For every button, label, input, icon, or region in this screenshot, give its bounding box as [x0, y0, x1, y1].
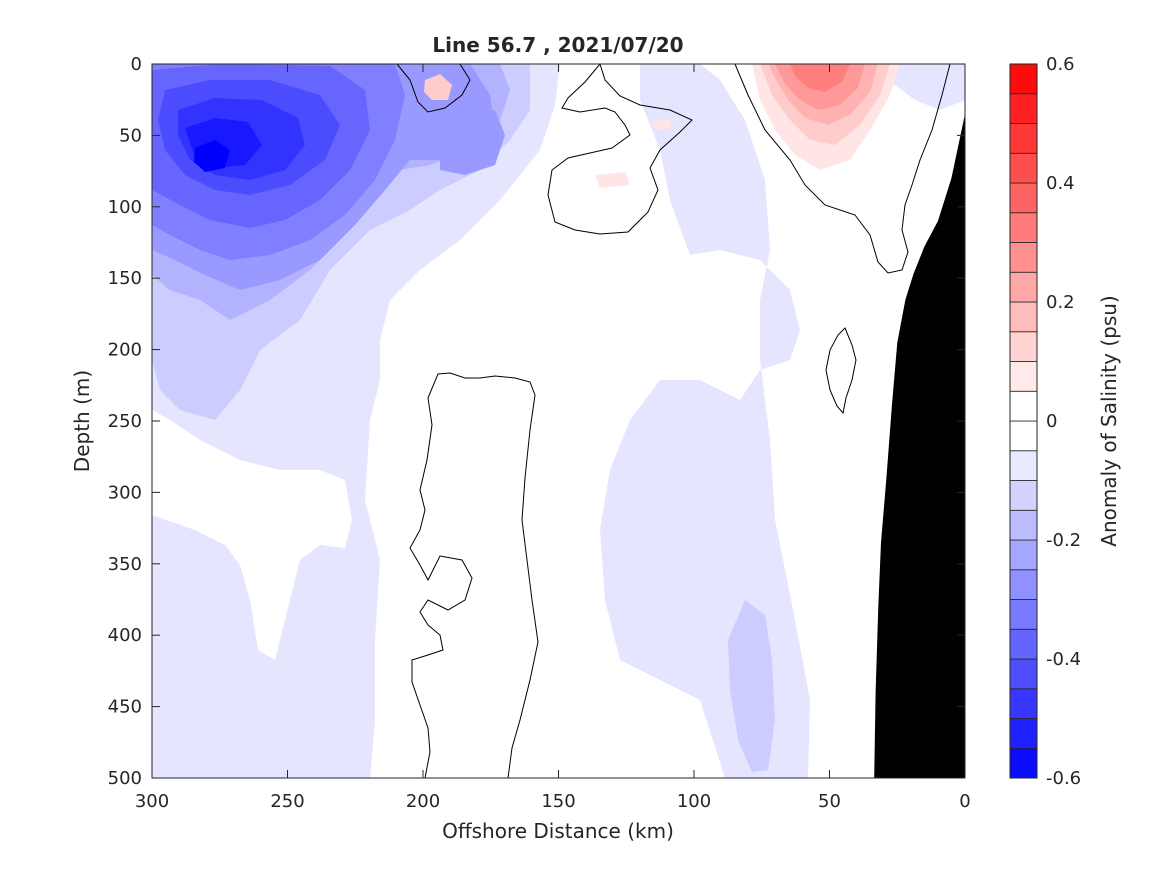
zero-island-west [152, 410, 352, 660]
x-tick-label: 150 [541, 791, 575, 812]
colorbar-segment [1009, 628, 1038, 660]
y-tick-label: 0 [131, 54, 142, 75]
colorbar-segment [1009, 152, 1038, 184]
x-tick-label: 300 [135, 791, 169, 812]
anomaly-fill-positive [424, 64, 900, 188]
colorbar-tick-label: 0 [1046, 411, 1057, 432]
y-tick-label: 150 [108, 268, 142, 289]
zero-contour-small-east [825, 327, 857, 415]
x-tick-label: 100 [677, 791, 711, 812]
neg-015-deep-lens [728, 600, 775, 772]
zero-contours [396, 64, 951, 778]
y-axis: 0 50 100 150 200 250 300 350 400 450 500 [108, 54, 965, 789]
pos-015-small-north [424, 74, 452, 100]
neg-025-east-lens [440, 110, 505, 175]
colorbar-segment [1009, 539, 1038, 571]
y-tick-label: 400 [108, 625, 142, 646]
colorbar-segment [1009, 63, 1038, 95]
x-axis: 300 250 200 150 100 50 0 [135, 64, 971, 812]
zero-contour-deep-column [409, 372, 539, 778]
y-tick-label: 300 [108, 482, 142, 503]
colorbar-segment [1009, 242, 1038, 273]
y-tick-label: 500 [108, 768, 142, 789]
colorbar-tick-label: -0.4 [1046, 649, 1081, 670]
y-tick-label: 200 [108, 340, 142, 361]
colorbar-segment [1009, 212, 1038, 243]
y-tick-label: 350 [108, 554, 142, 575]
colorbar-frame [1009, 63, 1038, 779]
x-tick-label: 250 [270, 791, 304, 812]
colorbar-segment [1009, 93, 1038, 124]
bathymetry-seafloor [874, 64, 965, 778]
colorbar: -0.6 -0.4 -0.2 0 0.2 0.4 0.6 [1009, 54, 1081, 789]
colorbar-segment [1009, 331, 1038, 362]
zero-contour-east [734, 64, 951, 274]
y-axis-label: Depth (m) [70, 370, 94, 472]
x-axis-label: Offshore Distance (km) [442, 819, 674, 843]
colorbar-segment [1009, 420, 1038, 452]
colorbar-tick-label: 0.6 [1046, 54, 1075, 75]
colorbar-segment [1009, 599, 1038, 630]
pos-025-region [790, 64, 850, 92]
y-tick-label: 450 [108, 697, 142, 718]
colorbar-tick-label: -0.2 [1046, 530, 1081, 551]
colorbar-segment [1009, 361, 1038, 392]
y-tick-label: 100 [108, 197, 142, 218]
colorbar-tick-label: -0.6 [1046, 768, 1081, 789]
colorbar-segment [1009, 688, 1038, 719]
colorbar-segment [1009, 182, 1038, 214]
colorbar-segment [1009, 271, 1038, 303]
x-tick-label: 50 [818, 791, 841, 812]
colorbar-segment [1009, 450, 1038, 481]
colorbar-segment [1009, 718, 1038, 749]
colorbar-segment [1009, 509, 1038, 541]
y-tick-label: 250 [108, 411, 142, 432]
colorbar-label: Anomaly of Salinity (psu) [1097, 295, 1121, 546]
colorbar-segment [1009, 480, 1038, 511]
zero-contour-central-loop [547, 64, 693, 235]
colorbar-segment [1009, 301, 1038, 333]
y-tick-label: 50 [119, 125, 142, 146]
colorbar-segment [1009, 123, 1038, 154]
chart-title: Line 56.7 , 2021/07/20 [432, 33, 683, 57]
zero-islands [152, 410, 352, 660]
colorbar-tick-label: 0.2 [1046, 292, 1075, 313]
anomaly-fill-neg-055 [194, 140, 230, 172]
pos-005-small-mid2 [595, 172, 630, 188]
colorbar-segment [1009, 569, 1038, 600]
x-tick-label: 0 [959, 791, 970, 812]
plot-area [152, 64, 965, 778]
weak-negative-center-region [600, 64, 810, 778]
neg-055-core [194, 140, 230, 172]
colorbar-segment [1009, 658, 1038, 690]
colorbar-tick-label: 0.4 [1046, 173, 1075, 194]
colorbar-segment [1009, 747, 1038, 779]
x-tick-label: 200 [406, 791, 440, 812]
colorbar-segment [1009, 390, 1038, 422]
zero-contour-north-loop [396, 64, 471, 113]
pos-005-small-mid [650, 118, 672, 130]
